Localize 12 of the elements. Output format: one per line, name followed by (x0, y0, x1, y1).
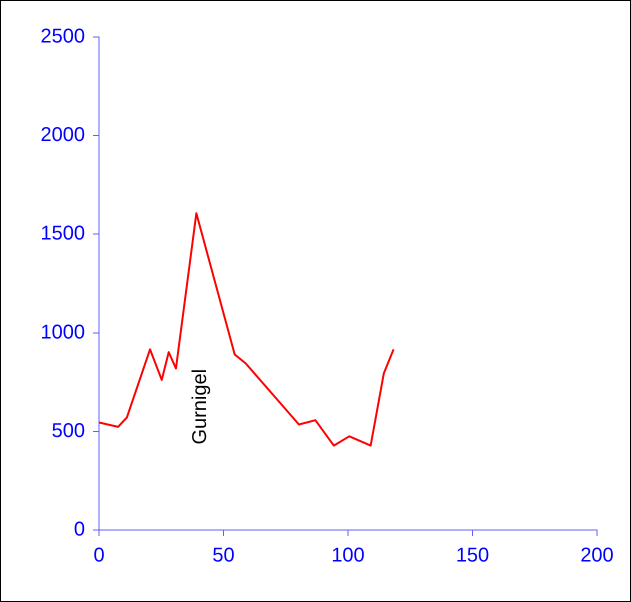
x-tick-label: 150 (456, 544, 490, 567)
y-tick-label: 0 (74, 518, 85, 541)
x-tick-label: 200 (580, 544, 614, 567)
y-tick-label: 500 (52, 420, 85, 442)
y-tick-label: 1000 (40, 321, 85, 344)
y-tick-label: 1500 (40, 222, 85, 245)
y-tick-label: 2000 (40, 124, 85, 146)
x-tick-label: 0 (93, 544, 105, 567)
y-tick-label: 2500 (40, 26, 85, 48)
x-tick-label: 50 (212, 544, 235, 567)
annotation: Gurnigel (189, 368, 212, 445)
x-tick-label: 100 (331, 544, 365, 567)
